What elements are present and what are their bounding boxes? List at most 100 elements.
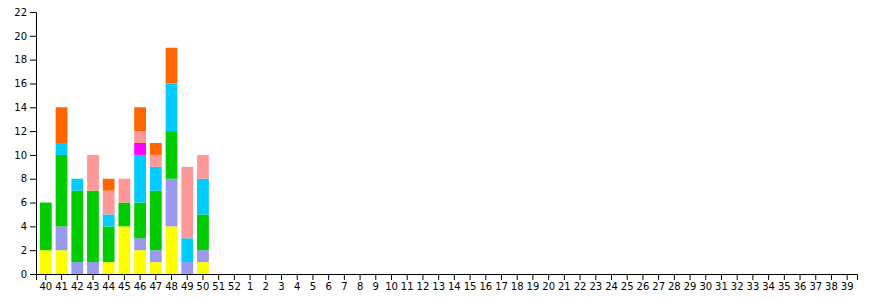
tick-mark <box>595 274 596 280</box>
bar-segment <box>527 274 539 275</box>
bar-segment <box>448 274 460 275</box>
bar-segment <box>118 203 130 227</box>
bar-segment <box>134 107 146 131</box>
bar-segment <box>166 179 178 227</box>
bar-segment <box>527 274 539 275</box>
tick-label: 23 <box>589 281 602 292</box>
bar-segment <box>291 274 303 275</box>
bar-segment <box>71 178 83 179</box>
tick-mark <box>611 274 612 280</box>
x-tick: 36 <box>794 274 807 292</box>
x-tick: 15 <box>464 274 477 292</box>
bar-segment <box>338 274 350 275</box>
bar-segment <box>841 274 853 275</box>
bar-segment <box>134 203 146 239</box>
bar-segment <box>480 274 492 275</box>
x-tick: 31 <box>715 274 728 292</box>
tick-label: 37 <box>809 281 822 292</box>
x-tick: 43 <box>87 274 100 292</box>
bar-segment <box>448 274 460 275</box>
bar-segment <box>778 274 790 275</box>
bar-segment <box>621 274 633 275</box>
bar-segment <box>527 274 539 275</box>
bar-segment <box>150 250 162 262</box>
tick-mark <box>564 274 565 280</box>
x-tick: 28 <box>668 274 681 292</box>
bar-segment <box>480 274 492 275</box>
bar-segment <box>826 274 838 275</box>
bar-segment <box>716 274 728 275</box>
tick-mark <box>407 274 408 280</box>
bar-segment <box>118 226 130 274</box>
x-tick: 39 <box>841 274 854 292</box>
bar-segment <box>291 274 303 275</box>
tick-mark <box>642 274 643 280</box>
bar-segment <box>668 274 680 275</box>
x-tick: 52 <box>228 274 241 292</box>
bar-segment <box>260 274 272 275</box>
tick-label: 48 <box>165 281 178 292</box>
y-axis: 0246810121416182022 <box>14 7 36 280</box>
tick-mark <box>30 155 36 156</box>
bar-segment <box>826 274 838 275</box>
plot-area <box>40 48 209 274</box>
bar-segment <box>323 274 335 275</box>
bar-segment <box>684 274 696 275</box>
bar-segment <box>653 274 665 275</box>
bar-segment <box>150 262 162 274</box>
bar-segment <box>826 274 838 275</box>
bar-segment <box>558 274 570 275</box>
bar-segment <box>841 274 853 275</box>
bar-segment <box>668 274 680 275</box>
bar-segment <box>590 274 602 275</box>
tick-mark <box>705 274 706 280</box>
tick-label: 4 <box>294 281 300 292</box>
y-tick: 12 <box>14 126 36 137</box>
bar-segment <box>71 178 83 179</box>
y-tick: 10 <box>14 150 36 161</box>
bar-segment <box>276 274 288 275</box>
bar-segment <box>448 274 460 275</box>
bar-segment <box>511 274 523 275</box>
x-tick: 17 <box>495 274 508 292</box>
bar-segment <box>134 143 146 155</box>
bar-segment <box>464 274 476 275</box>
bar-segment <box>213 274 225 275</box>
bar-segment <box>181 262 193 274</box>
bar-segment <box>338 274 350 275</box>
bar-segment <box>841 274 853 275</box>
bar-segment <box>433 274 445 275</box>
bar-segment <box>150 143 162 155</box>
y-tick: 14 <box>14 102 36 113</box>
bar-segment <box>716 274 728 275</box>
bar-segment <box>590 274 602 275</box>
tick-label: 6 <box>325 281 331 292</box>
tick-mark <box>45 274 46 280</box>
bar-segment <box>621 274 633 275</box>
bar-segment <box>716 274 728 275</box>
bar-segment <box>527 274 539 275</box>
bar-segment <box>653 274 665 275</box>
tick-label: 50 <box>197 281 210 292</box>
tick-mark <box>784 274 785 280</box>
x-tick: 6 <box>325 274 331 292</box>
bar-segment <box>794 274 806 275</box>
bar-segment <box>260 274 272 275</box>
bar-segment <box>307 274 319 275</box>
x-tick: 9 <box>373 274 379 292</box>
bar-segment <box>778 274 790 275</box>
tick-mark <box>297 274 298 280</box>
x-tick: 13 <box>432 274 445 292</box>
bar-segment <box>496 274 508 275</box>
bar-segment <box>103 262 115 274</box>
bar-segment <box>480 274 492 275</box>
tick-mark <box>485 274 486 280</box>
x-tick: 51 <box>212 274 225 292</box>
bar-segment <box>653 274 665 275</box>
tick-mark <box>721 274 722 280</box>
bar-segment <box>417 274 429 275</box>
bar-segment <box>826 274 838 275</box>
bar-series <box>56 48 178 191</box>
bar-segment <box>307 274 319 275</box>
tick-mark <box>580 274 581 280</box>
